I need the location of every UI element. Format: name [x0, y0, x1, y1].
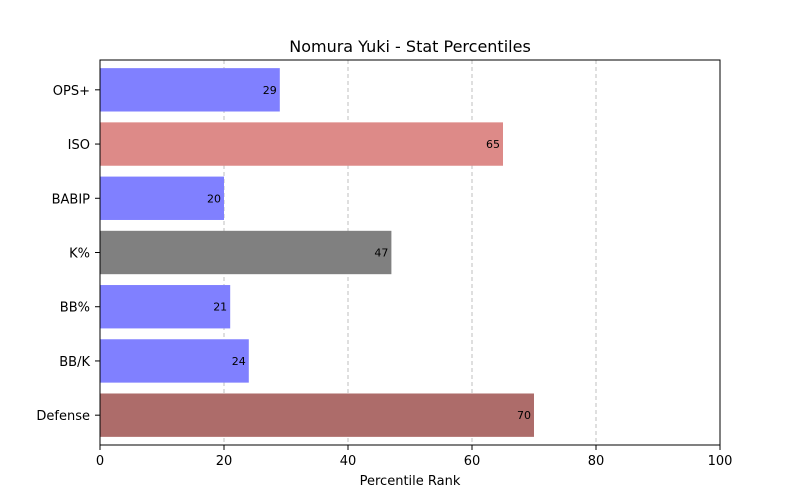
- bar-value-labels: 29 65 20 47 21 24 70: [207, 84, 531, 422]
- bar: [100, 393, 534, 437]
- bar-value-label: 24: [232, 355, 246, 368]
- bar: [100, 122, 503, 166]
- bar-value-label: 29: [263, 84, 277, 97]
- x-tick-label: 0: [96, 454, 104, 469]
- bar: [100, 176, 224, 220]
- bar-value-label: 65: [486, 138, 500, 151]
- x-tick-label: 20: [216, 454, 233, 469]
- y-tick-label: ISO: [68, 138, 90, 153]
- x-axis-label: Percentile Rank: [360, 474, 461, 489]
- bar: [100, 68, 280, 112]
- y-tick-label: BB%: [60, 301, 90, 316]
- x-axis-ticks: 0 20 40 60 80 100: [96, 445, 733, 469]
- bar: [100, 339, 249, 383]
- x-tick-label: 80: [588, 454, 605, 469]
- chart-title: Nomura Yuki - Stat Percentiles: [289, 37, 531, 56]
- x-tick-label: 100: [708, 454, 733, 469]
- bar: [100, 285, 231, 329]
- y-tick-label: Defense: [36, 409, 90, 424]
- x-tick-label: 60: [464, 454, 481, 469]
- y-axis-ticks: OPS+ ISO BABIP K% BB% BB/K Defense: [36, 84, 100, 424]
- bar: [100, 230, 392, 275]
- y-tick-label: BABIP: [52, 192, 91, 207]
- bar-value-label: 47: [374, 247, 388, 260]
- y-tick-label: BB/K: [59, 355, 90, 370]
- bar-value-label: 20: [207, 192, 221, 205]
- bar-value-label: 21: [213, 301, 227, 314]
- bars: [100, 68, 534, 437]
- y-tick-label: K%: [69, 247, 90, 262]
- x-tick-label: 40: [340, 454, 357, 469]
- bar-value-label: 70: [517, 409, 531, 422]
- y-tick-label: OPS+: [53, 84, 90, 99]
